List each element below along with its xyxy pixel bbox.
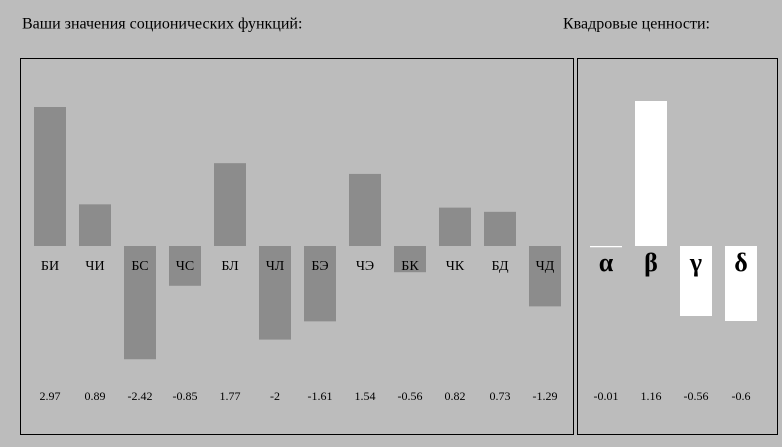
frame: [20, 58, 574, 435]
bar: [394, 246, 426, 273]
value-label: -0.56: [398, 389, 423, 403]
value-label: -0.01: [594, 389, 619, 403]
value-label: -1.29: [533, 389, 558, 403]
category-label: ЧС: [176, 259, 194, 274]
value-label: -2: [270, 389, 280, 403]
value-label: -2.42: [128, 389, 153, 403]
category-label: γ: [689, 248, 702, 277]
value-label: 0.89: [85, 389, 106, 403]
bar: [304, 246, 336, 322]
category-label: ЧЭ: [356, 259, 374, 274]
bar: [439, 207, 471, 246]
bar: [259, 246, 291, 340]
category-label: ЧК: [446, 259, 465, 274]
bar: [484, 211, 516, 246]
value-label: 2.97: [40, 389, 61, 403]
category-label: ЧД: [536, 259, 555, 274]
category-label: ЧИ: [85, 259, 104, 274]
chart-title: Ваши значения соционических функций:: [22, 16, 302, 33]
bar: [635, 101, 667, 246]
bar: [725, 246, 757, 321]
bar: [349, 173, 381, 246]
bar: [590, 246, 622, 248]
category-label: ЧЛ: [266, 259, 285, 274]
value-label: -0.6: [732, 389, 751, 403]
category-label: БЛ: [221, 259, 239, 274]
value-label: 1.54: [355, 389, 376, 403]
bar: [214, 163, 246, 246]
category-label: БЭ: [311, 259, 328, 274]
value-label: -1.61: [308, 389, 333, 403]
bar: [124, 246, 156, 360]
bar: [680, 246, 712, 316]
category-label: δ: [734, 248, 748, 277]
category-label: БС: [131, 259, 148, 274]
value-label: 1.77: [220, 389, 241, 403]
value-label: -0.85: [173, 389, 198, 403]
chart-title: Квадровые ценности:: [563, 16, 710, 33]
category-label: БД: [491, 259, 509, 274]
bar: [34, 107, 66, 246]
bar: [529, 246, 561, 307]
category-label: БИ: [41, 259, 59, 274]
value-label: -0.56: [684, 389, 709, 403]
category-label: БК: [401, 259, 419, 274]
category-label: α: [599, 248, 614, 277]
frame: [577, 58, 778, 435]
value-label: 0.73: [490, 389, 511, 403]
value-label: 1.16: [641, 389, 662, 403]
category-label: β: [644, 248, 658, 277]
bar: [79, 204, 111, 246]
bar: [169, 246, 201, 286]
value-label: 0.82: [445, 389, 466, 403]
